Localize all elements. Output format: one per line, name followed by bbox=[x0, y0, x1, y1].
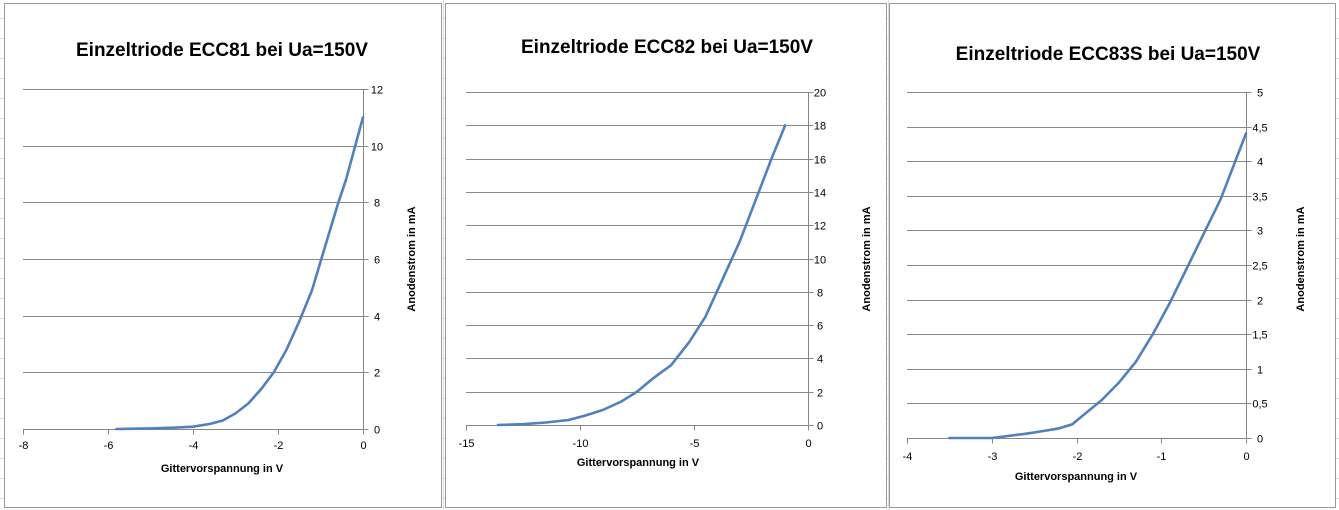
x-tick-label: 0 bbox=[360, 440, 366, 452]
gridlines bbox=[23, 89, 363, 373]
chart-ecc82: Einzeltriode ECC82 bei Ua=150V Gittervor… bbox=[459, 37, 873, 469]
x-tick-label: -5 bbox=[690, 438, 700, 450]
y-tick-label: 3 bbox=[1257, 226, 1263, 238]
y-tick-label: 4 bbox=[374, 312, 380, 324]
x-tick-label: -4 bbox=[189, 440, 199, 452]
y-tick-label: 1,5 bbox=[1252, 330, 1267, 342]
y-tick-label: 8 bbox=[817, 288, 823, 300]
x-tick-label: -4 bbox=[903, 451, 913, 463]
series-line bbox=[948, 132, 1248, 440]
y-tick-label: 3,5 bbox=[1252, 192, 1267, 204]
x-tick-label: -15 bbox=[459, 438, 475, 450]
x-tick-label: -3 bbox=[988, 451, 998, 463]
chart-panel-ecc83s[interactable]: Einzeltriode ECC83S bei Ua=150V Gittervo… bbox=[889, 3, 1336, 508]
chart-panel-ecc82[interactable]: Einzeltriode ECC82 bei Ua=150V Gittervor… bbox=[445, 3, 887, 508]
y-tick-label: 0 bbox=[1257, 434, 1263, 446]
y-tick-label: 2 bbox=[817, 388, 823, 400]
y-axis-label: Anodenstrom in mA bbox=[1295, 206, 1307, 311]
y-tick-label: 1 bbox=[1257, 365, 1263, 377]
y-axis-label: Anodenstrom in mA bbox=[861, 206, 873, 311]
y-axis-label: Anodenstrom in mA bbox=[406, 206, 418, 311]
y-tick-label: 4 bbox=[1257, 157, 1263, 169]
y-tick-label: 6 bbox=[817, 321, 823, 333]
y-tick-label: 10 bbox=[814, 255, 826, 267]
series-line bbox=[496, 124, 787, 427]
y-tick-label: 5 bbox=[1257, 88, 1263, 100]
x-axis-label: Gittervorspannung in V bbox=[1015, 471, 1138, 483]
y-tick-label: 16 bbox=[814, 155, 826, 167]
y-tick-label: 8 bbox=[374, 198, 380, 210]
x-tick-label: 0 bbox=[1243, 451, 1249, 463]
y-tick-label: 14 bbox=[814, 188, 826, 200]
x-tick-label: -1 bbox=[1157, 451, 1167, 463]
chart-title: Einzeltriode ECC83S bei Ua=150V bbox=[956, 44, 1261, 65]
chart-title: Einzeltriode ECC82 bei Ua=150V bbox=[521, 37, 813, 58]
y-tick-label: 0,5 bbox=[1252, 399, 1267, 411]
y-tick-label: 0 bbox=[817, 421, 823, 433]
y-tick-label: 2,5 bbox=[1252, 261, 1267, 273]
gridlines bbox=[907, 92, 1246, 404]
y-tick-label: 18 bbox=[814, 121, 826, 133]
y-tick-label: 6 bbox=[374, 255, 380, 267]
x-axis-label: Gittervorspannung in V bbox=[161, 463, 284, 475]
y-tick-label: 4,5 bbox=[1252, 123, 1267, 135]
y-tick-label: 12 bbox=[814, 221, 826, 233]
x-tick-label: -2 bbox=[274, 440, 284, 452]
y-tick-label: 12 bbox=[371, 85, 383, 97]
chart-ecc83s: Einzeltriode ECC83S bei Ua=150V Gittervo… bbox=[903, 44, 1307, 483]
x-axis-label: Gittervorspannung in V bbox=[577, 457, 700, 469]
x-tick-label: -6 bbox=[104, 440, 114, 452]
y-tick-label: 2 bbox=[374, 368, 380, 380]
chart-title: Einzeltriode ECC81 bei Ua=150V bbox=[76, 40, 368, 61]
x-tick-label: -2 bbox=[1073, 451, 1083, 463]
chart-panel-ecc81[interactable]: Einzeltriode ECC81 bei Ua=150V Gittervor… bbox=[4, 3, 442, 508]
gridlines bbox=[466, 92, 808, 393]
y-tick-label: 0 bbox=[374, 425, 380, 437]
y-tick-label: 2 bbox=[1257, 296, 1263, 308]
x-tick-label: -10 bbox=[573, 438, 589, 450]
y-tick-label: 4 bbox=[817, 354, 823, 366]
y-tick-label: 10 bbox=[371, 142, 383, 154]
y-tick-label: 20 bbox=[814, 88, 826, 100]
x-tick-label: -8 bbox=[19, 440, 29, 452]
x-tick-label: 0 bbox=[805, 438, 811, 450]
chart-ecc81: Einzeltriode ECC81 bei Ua=150V Gittervor… bbox=[19, 40, 418, 475]
series-line bbox=[115, 116, 365, 431]
